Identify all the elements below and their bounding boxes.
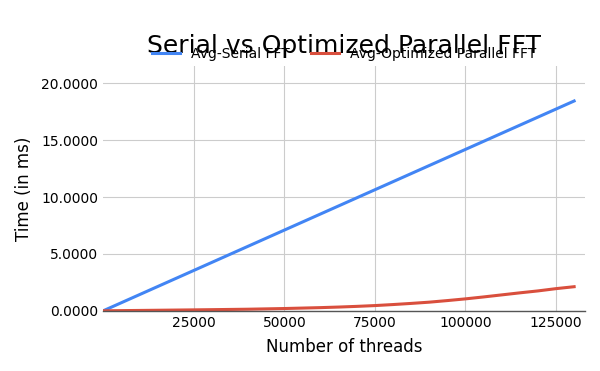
Avg-Optimized Parallel FFT xyxy=(425,300,433,304)
Avg-Serial FFT xyxy=(299,220,306,224)
Avg-Optimized Parallel FFT xyxy=(516,290,523,295)
Y-axis label: Time (in ms): Time (in ms) xyxy=(15,137,33,241)
Avg-Serial FFT xyxy=(389,180,397,184)
Avg-Optimized Parallel FFT xyxy=(208,308,215,312)
Avg-Optimized Parallel FFT xyxy=(172,308,179,312)
Avg-Optimized Parallel FFT xyxy=(317,305,324,310)
Avg-Serial FFT xyxy=(154,284,161,289)
Avg-Serial FFT xyxy=(407,171,415,176)
Avg-Optimized Parallel FFT xyxy=(244,307,251,311)
Avg-Serial FFT xyxy=(317,212,324,216)
Avg-Serial FFT xyxy=(100,309,107,313)
Avg-Optimized Parallel FFT xyxy=(100,309,107,313)
Avg-Optimized Parallel FFT xyxy=(480,295,487,299)
Avg-Serial FFT xyxy=(480,139,487,144)
Avg-Optimized Parallel FFT xyxy=(335,305,342,309)
Avg-Serial FFT xyxy=(444,155,451,160)
Avg-Serial FFT xyxy=(335,204,342,208)
Avg-Optimized Parallel FFT xyxy=(118,308,125,313)
Avg-Serial FFT xyxy=(263,236,270,240)
Avg-Serial FFT xyxy=(208,260,215,265)
Avg-Serial FFT xyxy=(571,99,578,103)
Legend: Avg-Serial FFT, Avg-Optimized Parallel FFT: Avg-Serial FFT, Avg-Optimized Parallel F… xyxy=(147,42,541,67)
Avg-Serial FFT xyxy=(516,123,523,127)
Avg-Optimized Parallel FFT xyxy=(371,303,379,308)
Avg-Optimized Parallel FFT xyxy=(299,306,306,310)
Avg-Optimized Parallel FFT xyxy=(498,293,505,297)
Avg-Serial FFT xyxy=(281,228,288,232)
Avg-Serial FFT xyxy=(498,131,505,135)
Avg-Optimized Parallel FFT xyxy=(353,304,361,309)
Avg-Serial FFT xyxy=(226,252,233,256)
Avg-Optimized Parallel FFT xyxy=(281,306,288,311)
Avg-Optimized Parallel FFT xyxy=(407,301,415,306)
Avg-Optimized Parallel FFT xyxy=(263,307,270,311)
X-axis label: Number of threads: Number of threads xyxy=(266,338,422,356)
Avg-Serial FFT xyxy=(244,244,251,249)
Avg-Serial FFT xyxy=(535,115,542,119)
Avg-Optimized Parallel FFT xyxy=(389,302,397,307)
Avg-Serial FFT xyxy=(425,163,433,168)
Avg-Serial FFT xyxy=(118,301,125,305)
Avg-Serial FFT xyxy=(462,147,469,152)
Avg-Optimized Parallel FFT xyxy=(462,297,469,301)
Line: Avg-Optimized Parallel FFT: Avg-Optimized Parallel FFT xyxy=(103,287,574,311)
Avg-Optimized Parallel FFT xyxy=(553,286,560,291)
Avg-Optimized Parallel FFT xyxy=(136,308,143,313)
Avg-Optimized Parallel FFT xyxy=(154,308,161,312)
Avg-Serial FFT xyxy=(553,107,560,111)
Avg-Optimized Parallel FFT xyxy=(444,298,451,303)
Avg-Serial FFT xyxy=(371,187,379,192)
Avg-Optimized Parallel FFT xyxy=(190,308,197,312)
Avg-Optimized Parallel FFT xyxy=(535,289,542,293)
Avg-Optimized Parallel FFT xyxy=(226,307,233,312)
Line: Avg-Serial FFT: Avg-Serial FFT xyxy=(103,101,574,311)
Avg-Serial FFT xyxy=(172,276,179,281)
Avg-Serial FFT xyxy=(353,196,361,200)
Title: Serial vs Optimized Parallel FFT: Serial vs Optimized Parallel FFT xyxy=(147,33,541,58)
Avg-Serial FFT xyxy=(190,268,197,273)
Avg-Optimized Parallel FFT xyxy=(571,285,578,289)
Avg-Serial FFT xyxy=(136,292,143,297)
